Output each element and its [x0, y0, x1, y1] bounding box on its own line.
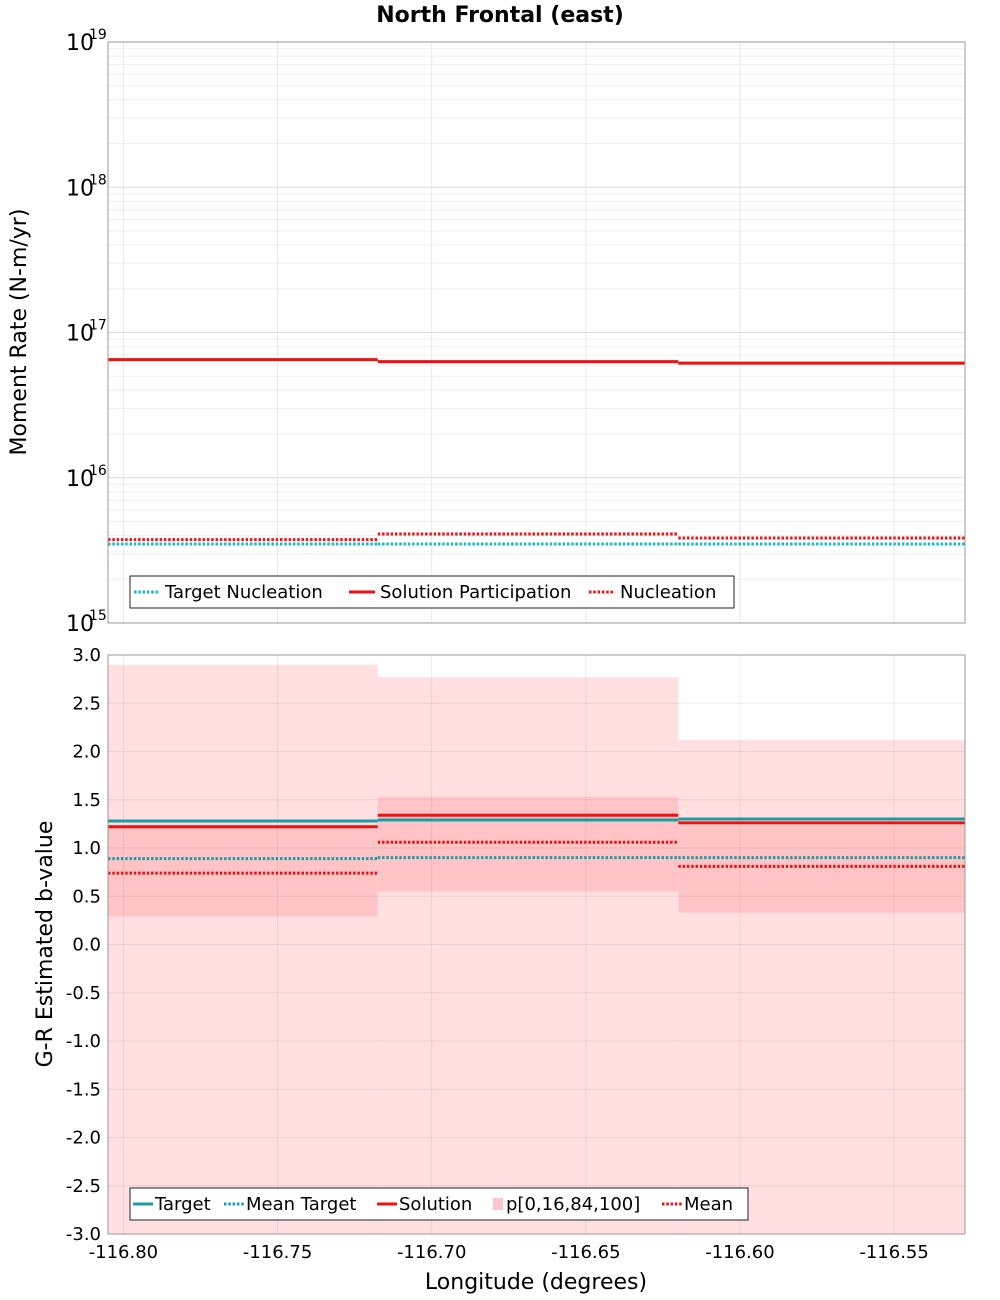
b-value-legend-label: Mean [684, 1194, 733, 1215]
b-value-legend-label: Target [154, 1194, 211, 1215]
moment-rate-legend-label: Nucleation [620, 582, 716, 603]
moment-rate-y-tick-base: 10 [66, 612, 94, 637]
moment-rate-legend-label: Target Nucleation [164, 582, 323, 603]
moment-rate-y-tick-base: 10 [66, 31, 94, 56]
moment-rate-y-tick-base: 10 [66, 467, 94, 492]
b-value-y-tick-label: 1.5 [72, 790, 101, 811]
x-tick-label: -116.70 [397, 1242, 466, 1263]
x-axis-label: Longitude (degrees) [425, 1270, 647, 1295]
b-value-band-p16-p84 [377, 796, 679, 892]
moment-rate-legend: Target Nucleation Solution Participation N… [129, 575, 735, 609]
b-value-y-tick-label: 0.0 [72, 935, 101, 956]
x-tick-label: -116.80 [89, 1242, 158, 1263]
b-value-y-ticks: 3.0 2.5 2.0 1.5 1.0 0.5 0.0 -0.5 -1.0 -1.5 -2.0 -2.… [66, 645, 101, 1245]
b-value-y-tick-label: -2.0 [66, 1128, 101, 1149]
moment-rate-y-axis-label: Moment Rate (N-m/yr) [7, 209, 32, 456]
b-value-legend-label: p[0,16,84,100] [506, 1194, 640, 1215]
x-tick-label: -116.60 [705, 1242, 774, 1263]
b-value-y-tick-label: -0.5 [66, 983, 101, 1004]
x-tick-label: -116.65 [551, 1242, 620, 1263]
b-value-y-axis-label: G-R Estimated b-value [33, 821, 58, 1068]
b-value-y-tick-label: -2.5 [66, 1176, 101, 1197]
b-value-band-p0-p100 [678, 739, 965, 1234]
b-value-legend: Target Mean Target Solution p[0,16,84,100] M… [129, 1187, 749, 1221]
b-value-plot-area [107, 654, 966, 1235]
b-value-plot-frame [107, 654, 966, 1235]
b-value-y-tick-label: -1.0 [66, 1031, 101, 1052]
b-value-panel: G-R Estimated b-value 3.0 2.5 2.0 1.5 1.0 0.5… [33, 645, 966, 1263]
b-value-band-p0-p100 [108, 664, 378, 1234]
moment-rate-y-tick-exponent: 17 [89, 318, 107, 334]
b-value-legend-label: Solution [399, 1194, 472, 1215]
moment-rate-y-tick-exponent: 19 [89, 27, 107, 43]
b-value-legend-label: Mean Target [246, 1194, 356, 1215]
b-value-y-tick-label: -1.5 [66, 1079, 101, 1100]
b-value-y-tick-label: -3.0 [66, 1224, 101, 1245]
x-tick-label: -116.55 [859, 1242, 928, 1263]
moment-rate-panel: Moment Rate (N-m/yr) 1015101610171018101… [7, 27, 966, 637]
chart-title: North Frontal (east) [376, 3, 624, 28]
moment-rate-legend-label: Solution Participation [380, 582, 571, 603]
moment-rate-y-tick-base: 10 [66, 322, 94, 347]
moment-rate-y-tick-base: 10 [66, 176, 94, 201]
b-value-band-p16-p84 [678, 825, 965, 913]
b-value-x-ticks: -116.80 -116.75 -116.70 -116.65 -116.60 -116.… [89, 1242, 929, 1263]
x-tick-label: -116.75 [243, 1242, 312, 1263]
b-value-y-tick-label: 2.0 [72, 742, 101, 763]
moment-rate-y-tick-exponent: 18 [89, 172, 107, 188]
moment-rate-legend-box [129, 575, 735, 609]
b-value-y-tick-label: 0.5 [72, 886, 101, 907]
b-value-y-tick-label: 1.0 [72, 838, 101, 859]
b-value-legend-swatch [493, 1198, 503, 1210]
b-value-band-p0-p100 [377, 677, 679, 1234]
moment-rate-plot-frame [107, 41, 966, 624]
moment-rate-y-tick-exponent: 15 [89, 608, 107, 624]
b-value-y-tick-label: 3.0 [72, 645, 101, 666]
b-value-y-tick-label: 2.5 [72, 693, 101, 714]
moment-rate-y-tick-exponent: 16 [89, 463, 107, 479]
moment-rate-plot-area [107, 41, 966, 624]
